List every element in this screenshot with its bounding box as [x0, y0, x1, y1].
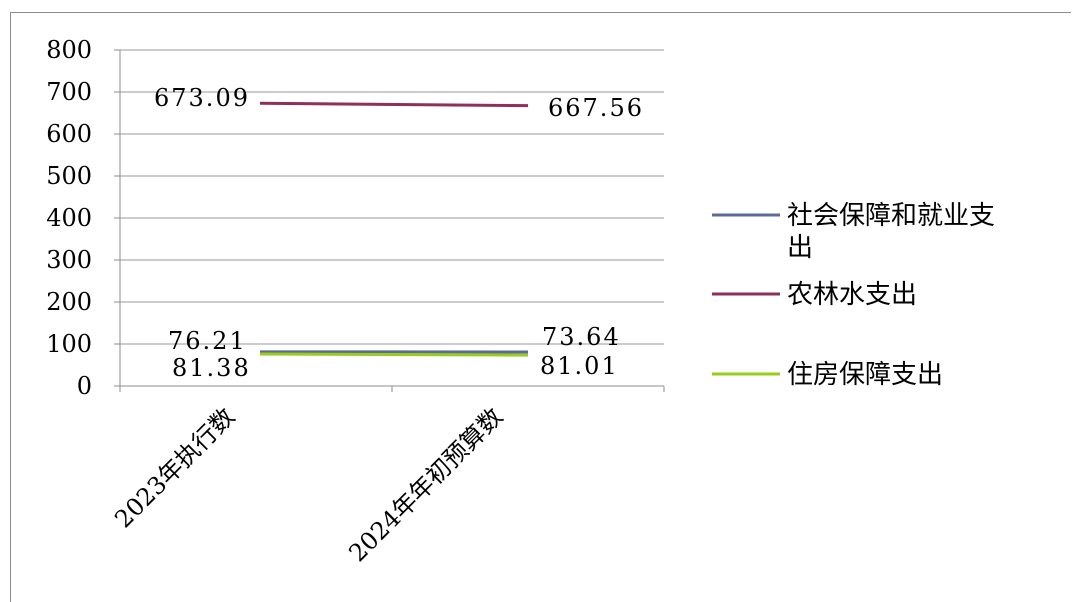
- y-tick-labels: 0 100 200 300 400 500 600 700 800: [46, 36, 92, 400]
- data-label: 81.01: [540, 352, 619, 380]
- data-label: 73.64: [542, 323, 621, 351]
- y-tick-label: 800: [46, 36, 92, 64]
- x-tick-labels: 2023年执行数 2024年年初预算数: [109, 402, 508, 567]
- legend-label: 社会保障和就业支出: [787, 201, 995, 263]
- data-label: 81.38: [172, 354, 251, 382]
- data-label: 667.56: [548, 94, 644, 122]
- x-tick-label: 2024年年初预算数: [343, 402, 508, 567]
- y-tick-label: 100: [46, 330, 92, 358]
- y-tick-label: 400: [46, 204, 92, 232]
- series-lines: [260, 103, 528, 355]
- data-label: 673.09: [154, 84, 250, 112]
- y-tick-label: 700: [46, 78, 92, 106]
- legend-label: 农林水支出: [787, 280, 917, 310]
- y-tick-label: 600: [46, 120, 92, 148]
- x-tick-label: 2023年执行数: [109, 402, 240, 533]
- y-tick-label: 200: [46, 288, 92, 316]
- y-tick-label: 0: [77, 372, 92, 400]
- y-tick-label: 300: [46, 246, 92, 274]
- series-line: [260, 103, 528, 105]
- legend-label: 住房保障支出: [787, 360, 943, 390]
- data-labels: 81.38 81.01 673.09 667.56 76.21 73.64: [154, 84, 644, 382]
- y-tick-label: 500: [46, 162, 92, 190]
- data-label: 76.21: [168, 327, 247, 355]
- series-line: [260, 354, 528, 355]
